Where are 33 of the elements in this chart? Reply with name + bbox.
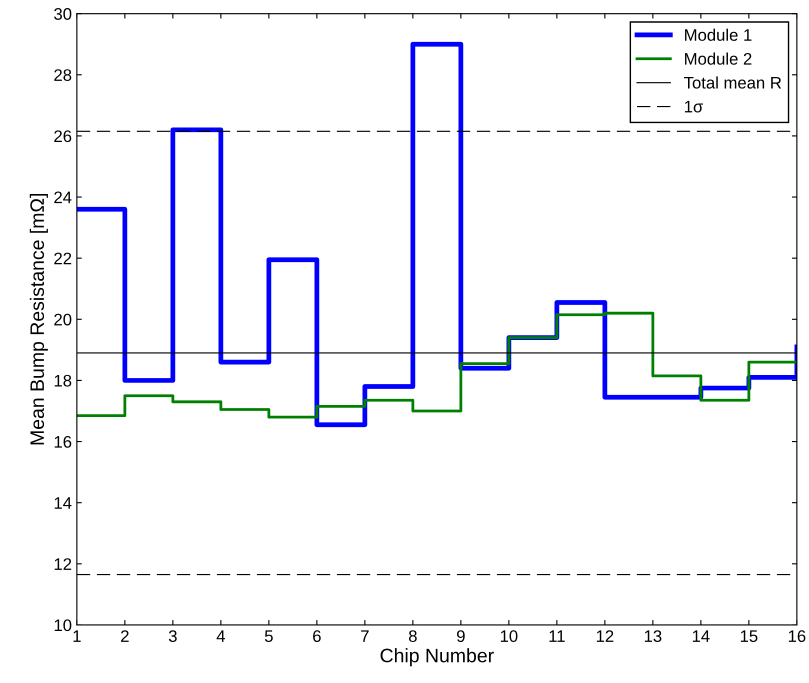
legend-label: Total mean R [684,76,782,89]
x-tick-label: 5 [264,630,273,642]
x-tick-label: 10 [500,630,518,642]
x-tick-label: 1 [73,630,81,642]
x-tick-label: 11 [549,630,565,642]
y-tick-label: 26 [54,130,72,142]
x-tick-label: 3 [168,630,177,642]
x-axis-title: Chip Number [380,648,494,666]
y-tick-label: 12 [54,558,72,570]
x-tick-label: 16 [788,630,806,642]
legend-label: Module 2 [685,52,752,65]
y-tick-label: 30 [54,8,72,20]
y-axis-title: Mean Bump Resistance [mΩ] [30,194,48,444]
x-tick-label: 14 [692,630,710,642]
y-tick-label: 24 [54,191,72,204]
x-tick-label: 2 [121,630,129,642]
legend-label: 1σ [684,100,703,113]
y-tick-label: 22 [54,252,72,264]
legend-label: Module 1 [685,28,752,41]
y-tick-label: 16 [54,436,72,448]
x-tick-label: 6 [313,630,321,642]
y-tick-label: 18 [54,374,72,387]
y-tick-label: 14 [54,497,72,509]
x-tick-label: 15 [740,630,758,642]
x-tick-label: 13 [644,630,662,642]
x-tick-label: 4 [216,630,226,642]
x-tick-label: 7 [361,630,369,642]
y-tick-label: 10 [54,619,72,632]
x-tick-label: 9 [457,630,465,642]
x-tick-label: 12 [596,630,614,642]
y-tick-label: 28 [54,69,72,81]
y-tick-label: 20 [54,314,72,326]
x-tick-label: 8 [408,630,417,642]
